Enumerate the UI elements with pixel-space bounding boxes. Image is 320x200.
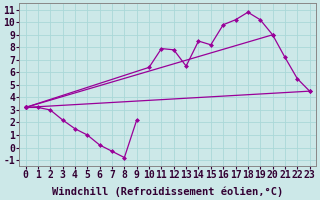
X-axis label: Windchill (Refroidissement éolien,°C): Windchill (Refroidissement éolien,°C) — [52, 186, 283, 197]
